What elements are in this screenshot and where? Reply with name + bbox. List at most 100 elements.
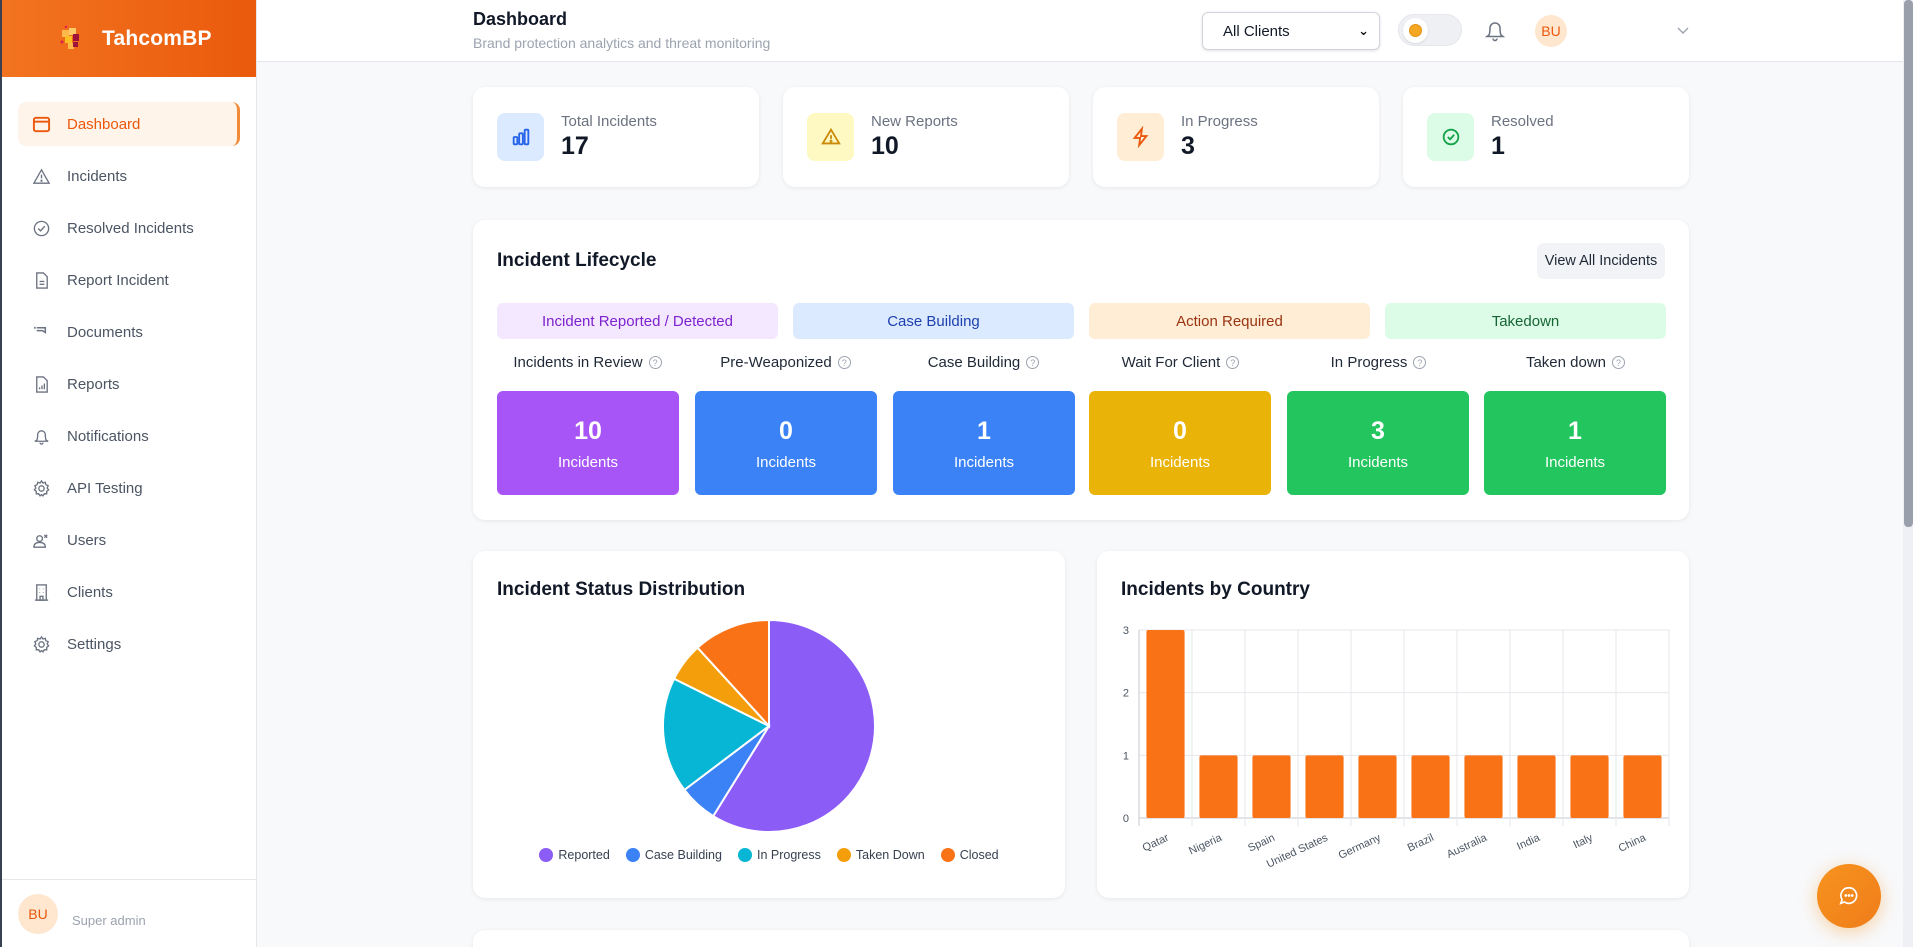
pie-slice-in-progress[interactable] <box>662 677 771 792</box>
sidebar-item-dashboard[interactable]: Dashboard <box>18 102 240 146</box>
x-tick-label: Germany <box>1337 832 1384 862</box>
x-tick-label: Nigeria <box>1187 831 1224 857</box>
page-title: Dashboard <box>473 9 568 29</box>
client-filter-select[interactable]: All Clients ⌄ <box>1202 12 1380 50</box>
bar-italy[interactable] <box>1570 755 1609 818</box>
stage-label-text: Pre-Weaponized <box>720 354 832 371</box>
legend-label: In Progress <box>756 848 821 862</box>
bar-united-states[interactable] <box>1305 755 1344 818</box>
legend-label: Case Building <box>644 848 722 862</box>
bar-india[interactable] <box>1517 755 1556 818</box>
help-icon[interactable]: ? <box>1413 356 1427 369</box>
notifications-bell-icon[interactable] <box>1483 19 1507 43</box>
sidebar-item-label: Report Incident <box>67 271 169 289</box>
help-icon[interactable]: ? <box>1226 356 1240 369</box>
sidebar-item-settings[interactable]: Settings <box>18 622 240 666</box>
stat-card-resolved: Resolved 1 <box>1403 87 1689 187</box>
stage-box-incidents-in-review[interactable]: 10 Incidents <box>497 391 679 495</box>
stage-label-incidents-in-review: Incidents in Review? <box>497 354 678 371</box>
sidebar-item-resolved-incidents[interactable]: Resolved Incidents <box>18 206 240 250</box>
stat-card-total-incidents: Total Incidents 17 <box>473 87 759 187</box>
sidebar-nav: Dashboard Incidents Resolved Incidents R… <box>2 77 256 666</box>
dashboard-icon <box>32 116 51 132</box>
sidebar-item-notifications[interactable]: Notifications <box>18 414 240 458</box>
bar-qatar[interactable] <box>1146 630 1185 818</box>
sidebar-item-label: Dashboard <box>67 115 141 133</box>
pie-slice-reported[interactable] <box>711 618 876 833</box>
sidebar-item-documents[interactable]: Documents <box>18 310 240 354</box>
theme-toggle[interactable] <box>1398 14 1462 46</box>
chat-bubble-icon <box>1839 886 1858 905</box>
sidebar-item-label: Documents <box>67 323 143 341</box>
legend-dot <box>625 848 640 862</box>
stage-box-wait-for-client[interactable]: 0 Incidents <box>1089 391 1271 495</box>
help-icon[interactable]: ? <box>1026 356 1040 369</box>
x-tick-label: Brazil <box>1406 832 1436 855</box>
bar-nigeria[interactable] <box>1199 755 1238 818</box>
scrollbar-thumb[interactable] <box>1904 0 1913 527</box>
legend-dot <box>940 848 955 862</box>
stage-box-taken-down[interactable]: 1 Incidents <box>1484 391 1666 495</box>
sun-icon <box>1409 24 1422 37</box>
stage-box-case-building[interactable]: 1 Incidents <box>893 391 1075 495</box>
y-tick-label: 1 <box>1123 750 1129 762</box>
chevron-down-icon: ⌄ <box>1358 23 1369 38</box>
documents-icon <box>34 326 47 334</box>
stage-count: 3 <box>1371 417 1385 445</box>
stage-count: 0 <box>1173 417 1187 445</box>
stat-icon-box <box>1117 113 1164 161</box>
stat-icon-box <box>807 113 854 161</box>
sidebar-user-profile[interactable]: BU Super admin <box>2 879 256 947</box>
legend-dot <box>836 848 851 862</box>
check-circle-icon <box>1442 128 1459 146</box>
stage-unit: Incidents <box>755 454 817 471</box>
legend-item-in-progress[interactable]: In Progress <box>737 848 821 862</box>
stage-count: 1 <box>977 417 991 445</box>
legend-item-closed[interactable]: Closed <box>940 848 999 862</box>
bar-spain[interactable] <box>1252 755 1291 818</box>
stat-value: 10 <box>871 132 899 160</box>
incidents-by-country-card: Incidents by Country 0 1 2 3 Qatar Nigeria Spa… <box>1097 551 1689 898</box>
stage-label-text: Taken down <box>1525 354 1607 371</box>
chart-title: Incident Status Distribution <box>497 579 746 600</box>
bar-germany[interactable] <box>1358 755 1397 818</box>
sidebar-item-label: Users <box>67 531 107 549</box>
stage-box-in-progress[interactable]: 3 Incidents <box>1287 391 1469 495</box>
stage-unit: Incidents <box>1149 454 1211 471</box>
stage-label-text: Wait For Client <box>1121 354 1221 371</box>
report-chart-icon <box>36 375 48 393</box>
pie-slice-closed[interactable] <box>696 618 770 729</box>
stage-box-pre-weaponized[interactable]: 0 Incidents <box>695 391 877 495</box>
stage-label-case-building: Case Building? <box>893 354 1074 371</box>
page-scrollbar[interactable] <box>1903 0 1913 947</box>
view-all-incidents-button[interactable]: View All Incidents <box>1537 243 1665 279</box>
next-section-card <box>473 930 1689 947</box>
stat-label: Total Incidents <box>561 113 657 130</box>
logo-bar: TahcomBP <box>2 0 256 77</box>
pie-legend: Reported Case Building In Progress Taken Do… <box>473 848 1065 862</box>
sidebar-item-report-incident[interactable]: Report Incident <box>18 258 240 302</box>
user-avatar[interactable]: BU <box>1535 15 1567 47</box>
incident-lifecycle-card: Incident Lifecycle View All Incidents In… <box>473 220 1689 520</box>
sidebar-item-api-testing[interactable]: API Testing <box>18 466 240 510</box>
legend-item-case-building[interactable]: Case Building <box>625 848 722 862</box>
bar-china[interactable] <box>1623 755 1662 818</box>
sidebar-item-incidents[interactable]: Incidents <box>18 154 240 198</box>
legend-item-taken-down[interactable]: Taken Down <box>836 848 925 862</box>
help-icon[interactable]: ? <box>837 356 851 369</box>
user-menu-chevron-icon[interactable] <box>1675 22 1691 38</box>
help-icon[interactable]: ? <box>648 356 662 369</box>
bar-brazil[interactable] <box>1411 755 1450 818</box>
bar-australia[interactable] <box>1464 755 1503 818</box>
sidebar-item-clients[interactable]: Clients <box>18 570 240 614</box>
sidebar-item-users[interactable]: Users <box>18 518 240 562</box>
sidebar-item-label: Settings <box>67 635 122 653</box>
x-tick-label: Australia <box>1445 831 1490 860</box>
chat-button[interactable] <box>1817 864 1881 928</box>
help-icon[interactable]: ? <box>1612 356 1626 369</box>
stat-value: 3 <box>1181 132 1195 160</box>
sidebar-item-reports[interactable]: Reports <box>18 362 240 406</box>
brand-name: TahcomBP <box>102 26 212 50</box>
legend-item-reported[interactable]: Reported <box>539 848 610 862</box>
